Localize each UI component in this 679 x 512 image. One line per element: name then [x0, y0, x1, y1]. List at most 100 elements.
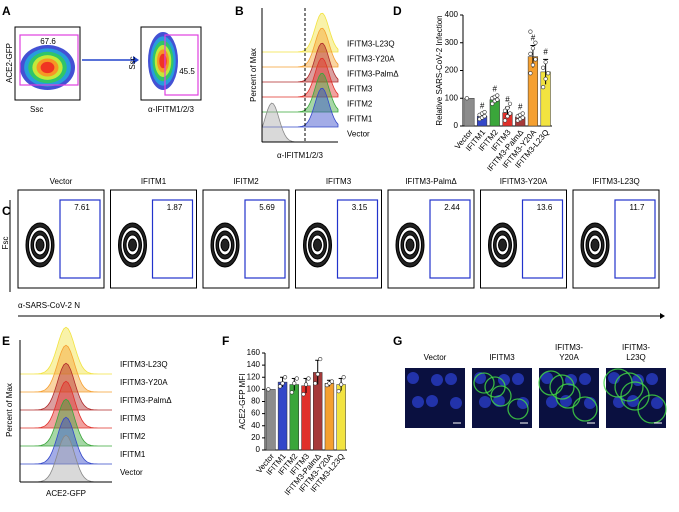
contour [590, 238, 600, 252]
y-label: ACE2-GFP [5, 43, 14, 83]
data-point [520, 111, 525, 116]
y-tick-label: 20 [251, 433, 260, 442]
panel-letter: D [393, 4, 402, 18]
data-point [502, 118, 508, 123]
bar [277, 381, 288, 451]
contour [405, 238, 415, 252]
gate [336, 199, 379, 279]
histogram [20, 380, 112, 429]
data-point [336, 389, 341, 394]
nucleus [517, 397, 529, 409]
legend-label: IFITM3-PalmΔ [347, 70, 399, 79]
data-point [341, 375, 346, 380]
nucleus [512, 373, 524, 385]
data-point [495, 97, 500, 102]
data-point [339, 382, 344, 387]
gate [19, 34, 79, 86]
significance: # [493, 84, 498, 93]
nucleus [445, 373, 457, 385]
x-label: Ssc [30, 105, 43, 114]
flow-density [40, 61, 55, 74]
nucleus [431, 374, 443, 386]
plot-title: IFITM1 [141, 177, 167, 186]
panel-letter: C [2, 204, 11, 218]
plot-title: IFITM2 [233, 177, 259, 186]
gate-value: 45.5 [179, 67, 195, 76]
significance: # [543, 48, 548, 57]
flow-density [159, 53, 167, 69]
x-label: α-SARS-CoV-2 N [18, 301, 80, 310]
nucleus [426, 395, 438, 407]
data-point [495, 93, 500, 98]
y-label: Percent of Max [5, 383, 14, 437]
data-point [280, 381, 285, 386]
data-point [533, 57, 538, 62]
significance: # [518, 102, 523, 111]
gate [614, 199, 656, 279]
y-tick-label: 140 [247, 360, 261, 369]
data-point [490, 101, 495, 106]
histogram [20, 434, 112, 483]
y-label: Ssc [128, 56, 137, 69]
legend-label: Vector [120, 468, 143, 477]
data-point [318, 356, 323, 362]
data-point [301, 392, 306, 397]
membrane [538, 370, 564, 396]
nucleus [541, 372, 553, 384]
data-point [520, 115, 525, 120]
gate [59, 199, 101, 279]
plot-title: IFITM3-L23Q [592, 177, 640, 186]
gate-value: 3.15 [352, 203, 368, 212]
image-title: IFITM3- [622, 343, 650, 352]
gate [521, 199, 564, 279]
contour [35, 238, 45, 252]
data-point [502, 108, 508, 113]
histogram [20, 326, 112, 375]
histogram [20, 344, 112, 393]
legend-label: IFITM2 [347, 100, 373, 109]
bar [266, 389, 276, 451]
data-point [266, 387, 271, 392]
membrane [484, 376, 506, 398]
data-point [541, 65, 546, 70]
plot-title: IFITM3 [326, 177, 352, 186]
nucleus [546, 396, 558, 408]
histogram [20, 362, 112, 411]
nucleus [651, 397, 663, 409]
bar [336, 384, 346, 451]
y-tick-label: 0 [256, 445, 261, 454]
legend-label: IFITM3-L23Q [347, 40, 395, 49]
histogram [262, 57, 339, 98]
gate-value: 5.69 [259, 203, 275, 212]
nucleus [412, 396, 424, 408]
histogram [262, 12, 339, 53]
data-point [289, 390, 294, 395]
image-title: L23Q [626, 353, 646, 362]
data-point [505, 105, 510, 111]
data-point [541, 85, 546, 90]
membrane [549, 374, 575, 400]
image-title: IFITM3 [489, 353, 515, 362]
y-tick-label: 200 [445, 66, 459, 75]
membrane [507, 398, 529, 420]
gate-value: 7.61 [74, 203, 90, 212]
nucleus [613, 396, 625, 408]
contour [220, 238, 230, 252]
data-point [306, 376, 311, 381]
contour [498, 238, 507, 252]
bar [324, 383, 335, 451]
data-point [292, 381, 297, 386]
legend-label: IFITM3-Y20A [347, 55, 395, 64]
data-point [543, 60, 548, 65]
panel-letter: B [235, 4, 244, 18]
data-point [482, 110, 487, 115]
y-tick-label: 40 [251, 421, 260, 430]
histogram [262, 72, 339, 113]
data-point [543, 76, 548, 81]
gate [151, 199, 194, 279]
legend-label: IFITM3-Y20A [120, 378, 168, 387]
arrow-head [660, 313, 665, 319]
legend-label: IFITM1 [120, 450, 146, 459]
membrane [603, 368, 633, 398]
y-axis-label: ACE2-GFP MFI [238, 374, 247, 430]
